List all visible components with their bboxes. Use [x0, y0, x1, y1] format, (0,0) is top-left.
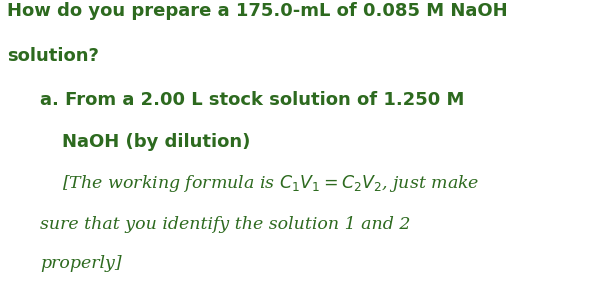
Text: a. From a 2.00 L stock solution of 1.250 M: a. From a 2.00 L stock solution of 1.250… — [40, 91, 465, 109]
Text: NaOH (by dilution): NaOH (by dilution) — [62, 133, 251, 151]
Text: How do you prepare a 175.0-mL of 0.085 M NaOH: How do you prepare a 175.0-mL of 0.085 M… — [7, 2, 508, 20]
Text: properly]: properly] — [40, 255, 122, 272]
Text: solution?: solution? — [7, 47, 99, 65]
Text: sure that you identify the solution 1 and 2: sure that you identify the solution 1 an… — [40, 216, 411, 233]
Text: [The working formula is $C_1V_1 = C_2V_2$, just make: [The working formula is $C_1V_1 = C_2V_2… — [62, 173, 479, 194]
